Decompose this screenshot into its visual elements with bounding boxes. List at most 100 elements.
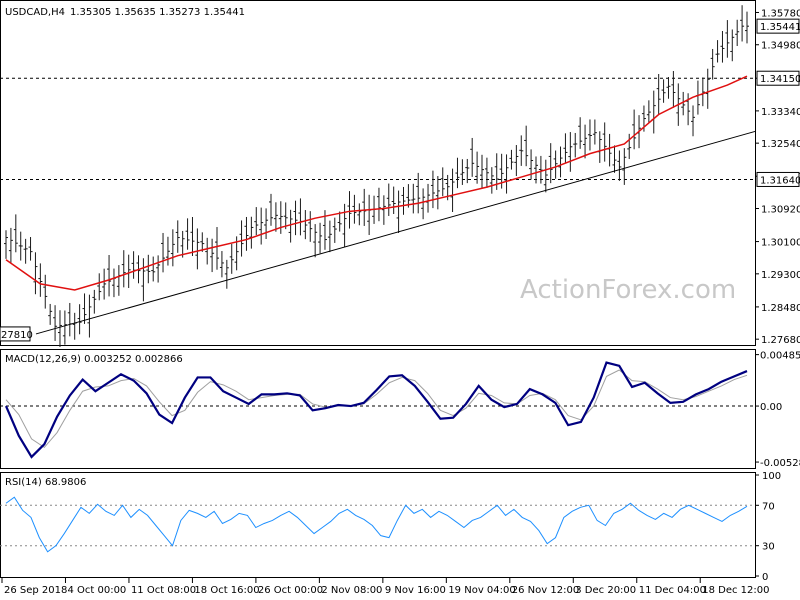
ohlc-bar bbox=[455, 157, 460, 189]
low-tag-box bbox=[0, 326, 31, 342]
ohlc-bar bbox=[563, 133, 568, 164]
ohlc-bar bbox=[200, 232, 205, 252]
ohlc-bar bbox=[632, 109, 637, 150]
macd-pane-border bbox=[0, 349, 756, 469]
ohlc-bar bbox=[435, 176, 440, 210]
time-tick-label: 2 Nov 08:00 bbox=[321, 585, 382, 596]
watermark: ActionForex.com bbox=[520, 275, 736, 305]
ohlc-bar bbox=[82, 293, 87, 324]
ohlc-bar bbox=[239, 220, 244, 257]
ohlc-bar bbox=[156, 255, 161, 283]
ohlc-bar bbox=[146, 254, 151, 284]
price-tick-label: 1.30920 bbox=[761, 204, 800, 215]
ohlc-bar bbox=[298, 198, 303, 236]
ohlc-bar bbox=[67, 302, 72, 337]
ohlc-bar bbox=[573, 132, 578, 158]
rsi-tick-label: 0 bbox=[762, 572, 768, 583]
ohlc-bar bbox=[622, 148, 627, 185]
ohlc-bar bbox=[165, 236, 170, 266]
ohlc-bar bbox=[440, 167, 445, 197]
ohlc-bar bbox=[484, 157, 489, 188]
level-tag-0-box bbox=[756, 70, 800, 86]
ohlc-bar bbox=[514, 145, 519, 177]
ohlc-bar bbox=[111, 268, 116, 298]
moving-average-line bbox=[5, 75, 748, 291]
ohlc-bar bbox=[617, 150, 622, 181]
price-tick-label: 1.28480 bbox=[761, 303, 800, 314]
ohlc-bar bbox=[509, 149, 514, 170]
macd-axis: 0.004853 0.00 -0.005284 bbox=[755, 351, 800, 469]
ohlc-bar bbox=[28, 237, 33, 261]
ohlc-bar bbox=[116, 265, 121, 296]
time-tick-label: 11 Dec 04:00 bbox=[639, 585, 706, 596]
ohlc-bar bbox=[102, 268, 107, 300]
ohlc-bar bbox=[131, 251, 136, 279]
ohlc-bar bbox=[97, 273, 102, 301]
ohlc-bar bbox=[254, 207, 259, 236]
price-tick-label: 1.35780 bbox=[761, 8, 800, 19]
trendline bbox=[35, 130, 756, 335]
ohlc-bar bbox=[465, 158, 470, 184]
price-header-symbol: USDCAD,H4 bbox=[5, 7, 65, 18]
ohlc-bar bbox=[141, 258, 146, 302]
time-tick-label: 4 Oct 00:00 bbox=[67, 585, 126, 596]
time-tick-label: 9 Nov 16:00 bbox=[385, 585, 446, 596]
ohlc-bar bbox=[568, 132, 573, 172]
ohlc-bar bbox=[259, 207, 264, 245]
rsi-title: RSI(14) 68.9806 bbox=[5, 477, 86, 488]
ohlc-bar bbox=[376, 187, 381, 222]
price-pane[interactable]: ActionForex.com USDCAD,H4 1.35305 1.3563… bbox=[0, 0, 800, 347]
ohlc-bar bbox=[735, 19, 740, 46]
ohlc-bar bbox=[710, 48, 715, 80]
ohlc-bar bbox=[273, 202, 278, 232]
ohlc-bar bbox=[57, 310, 62, 347]
price-bars bbox=[4, 5, 749, 347]
rsi-pane-border bbox=[0, 472, 756, 578]
ohlc-bar bbox=[229, 243, 234, 274]
ohlc-bar bbox=[578, 117, 583, 149]
ohlc-bar bbox=[175, 220, 180, 253]
ohlc-bar bbox=[553, 150, 558, 179]
ohlc-bar bbox=[705, 68, 710, 109]
ohlc-bar bbox=[72, 312, 77, 340]
ohlc-bar bbox=[661, 79, 666, 103]
rsi-line bbox=[5, 496, 748, 553]
ohlc-bar bbox=[391, 186, 396, 214]
ohlc-bar bbox=[215, 227, 220, 270]
rsi-tick-label: 100 bbox=[762, 471, 781, 482]
ohlc-bar bbox=[607, 133, 612, 167]
price-tick-label: 1.32540 bbox=[761, 139, 800, 150]
ohlc-bar bbox=[401, 186, 406, 215]
ohlc-bar bbox=[352, 194, 357, 224]
macd-tick-label: 0.00 bbox=[760, 402, 782, 413]
time-tick-label: 26 Nov 12:00 bbox=[512, 585, 579, 596]
ohlc-bar bbox=[745, 11, 749, 44]
ohlc-bar bbox=[686, 93, 691, 126]
ohlc-bar bbox=[185, 218, 190, 250]
price-header-ohlc: 1.35305 1.35635 1.35273 1.35441 bbox=[70, 7, 245, 18]
macd-line bbox=[4, 361, 748, 459]
ohlc-bar bbox=[33, 252, 38, 295]
ohlc-bar bbox=[740, 5, 745, 42]
macd-title: MACD(12,26,9) 0.003252 0.002866 bbox=[5, 354, 183, 365]
macd-pane[interactable]: MACD(12,26,9) 0.003252 0.002866 0.004853… bbox=[0, 349, 800, 470]
time-tick-label: 18 Dec 12:00 bbox=[702, 585, 769, 596]
ohlc-bar bbox=[725, 20, 730, 58]
current-price-tag: 1.35441 bbox=[760, 22, 800, 33]
price-tick-label: 1.34980 bbox=[761, 41, 800, 52]
rsi-pane[interactable]: RSI(14) 68.9806 100 70 30 0 bbox=[0, 471, 781, 583]
time-tick-label: 11 Oct 08:00 bbox=[131, 585, 196, 596]
ohlc-bar bbox=[627, 133, 632, 160]
time-tick-label: 18 Oct 16:00 bbox=[194, 585, 259, 596]
ohlc-bar bbox=[548, 143, 553, 184]
ohlc-bar bbox=[700, 77, 705, 107]
ohlc-bar bbox=[362, 188, 367, 226]
ohlc-bar bbox=[293, 200, 298, 236]
time-tick-label: 19 Nov 04:00 bbox=[448, 585, 515, 596]
level-tag-1: 1.31640 bbox=[760, 175, 800, 186]
ohlc-bar bbox=[646, 100, 651, 123]
rsi-tick-label: 30 bbox=[762, 542, 775, 553]
price-tick-label: 1.29300 bbox=[761, 270, 800, 281]
level-tag-1-box bbox=[756, 171, 800, 187]
